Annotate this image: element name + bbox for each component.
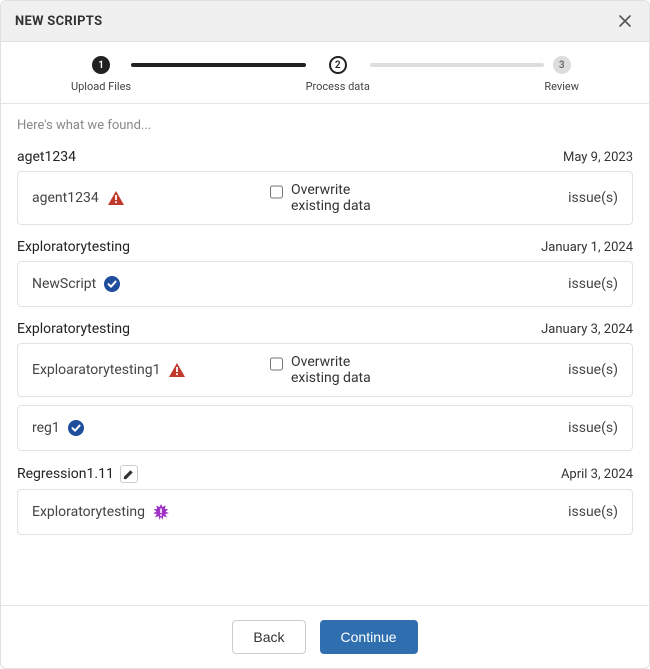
script-name: Exploaratorytesting1	[32, 362, 160, 378]
issues-label: issue(s)	[388, 190, 618, 206]
new-scripts-modal: NEW SCRIPTS 1 Upload Files 2 Process dat…	[0, 0, 650, 669]
modal-footer: Back Continue	[1, 605, 649, 668]
modal-header: NEW SCRIPTS	[1, 1, 649, 42]
script-card: NewScript issue(s)	[17, 261, 633, 307]
overwrite-label: Overwrite existing data	[291, 354, 380, 386]
step-circle-3: 3	[553, 56, 571, 74]
modal-title: NEW SCRIPTS	[15, 14, 102, 29]
script-name: reg1	[32, 420, 60, 436]
group-date: April 3, 2024	[561, 467, 633, 482]
step-label-2: Process data	[306, 80, 370, 93]
intro-text: Here's what we found...	[17, 118, 633, 133]
overwrite-checkbox[interactable]	[270, 356, 283, 372]
continue-button[interactable]: Continue	[320, 620, 418, 654]
step-label-1: Upload Files	[71, 80, 131, 93]
pencil-icon	[123, 469, 134, 480]
script-card: Exploaratorytesting1 Overwrite existing d…	[17, 343, 633, 397]
group-name: aget1234	[17, 149, 76, 165]
warning-icon	[107, 190, 125, 206]
group-name: Exploratorytesting	[17, 321, 130, 337]
overwrite-label: Overwrite existing data	[291, 182, 380, 214]
group-header: Exploratorytesting January 3, 2024	[17, 315, 633, 343]
check-circle-icon	[68, 420, 84, 436]
script-name-wrap: reg1	[32, 420, 317, 436]
step-line-2-3	[370, 63, 544, 67]
close-button[interactable]	[615, 11, 635, 31]
warning-icon	[168, 362, 186, 378]
group-date: January 1, 2024	[541, 240, 633, 255]
back-button[interactable]: Back	[232, 620, 305, 654]
status-icon-wrap	[107, 190, 125, 206]
step-circle-2: 2	[329, 56, 347, 74]
script-name-wrap: Exploratorytesting	[32, 504, 317, 520]
issues-label: issue(s)	[388, 362, 618, 378]
overwrite-cell: Overwrite existing data	[270, 354, 380, 386]
group-date: May 9, 2023	[563, 150, 633, 165]
step-review: 3 Review	[544, 56, 579, 93]
step-process-data: 2 Process data	[306, 56, 370, 93]
group-header: Regression1.11 April 3, 2024	[17, 459, 633, 489]
check-circle-icon	[104, 276, 120, 292]
script-name-wrap: NewScript	[32, 276, 317, 292]
issues-label: issue(s)	[333, 276, 618, 292]
status-icon-wrap	[104, 276, 120, 292]
overwrite-cell: Overwrite existing data	[270, 182, 380, 214]
script-name: Exploratorytesting	[32, 504, 145, 520]
close-icon	[617, 13, 633, 29]
step-line-1-2	[131, 63, 305, 67]
script-card: agent1234 Overwrite existing data issue(s)	[17, 171, 633, 225]
script-card: Exploratorytesting issue(s)	[17, 489, 633, 535]
status-icon-wrap	[68, 420, 84, 436]
script-name-wrap: agent1234	[32, 190, 262, 206]
group-header: Exploratorytesting January 1, 2024	[17, 233, 633, 261]
step-upload-files: 1 Upload Files	[71, 56, 131, 93]
issues-label: issue(s)	[333, 504, 618, 520]
group-name: Exploratorytesting	[17, 239, 130, 255]
script-name: agent1234	[32, 190, 99, 206]
edit-group-button[interactable]	[120, 465, 138, 483]
group-name: Regression1.11	[17, 466, 114, 482]
status-icon-wrap	[168, 362, 186, 378]
script-name: NewScript	[32, 276, 96, 292]
group-header: aget1234 May 9, 2023	[17, 143, 633, 171]
step-label-3: Review	[544, 80, 579, 93]
step-circle-1: 1	[92, 56, 110, 74]
group-date: January 3, 2024	[541, 322, 633, 337]
content-area: Here's what we found... aget1234 May 9, 2…	[1, 104, 649, 605]
burst-icon	[153, 504, 169, 520]
script-name-wrap: Exploaratorytesting1	[32, 362, 262, 378]
status-icon-wrap	[153, 504, 169, 520]
stepper: 1 Upload Files 2 Process data 3 Review	[1, 42, 649, 104]
overwrite-checkbox[interactable]	[270, 184, 283, 200]
script-card: reg1 issue(s)	[17, 405, 633, 451]
issues-label: issue(s)	[333, 420, 618, 436]
